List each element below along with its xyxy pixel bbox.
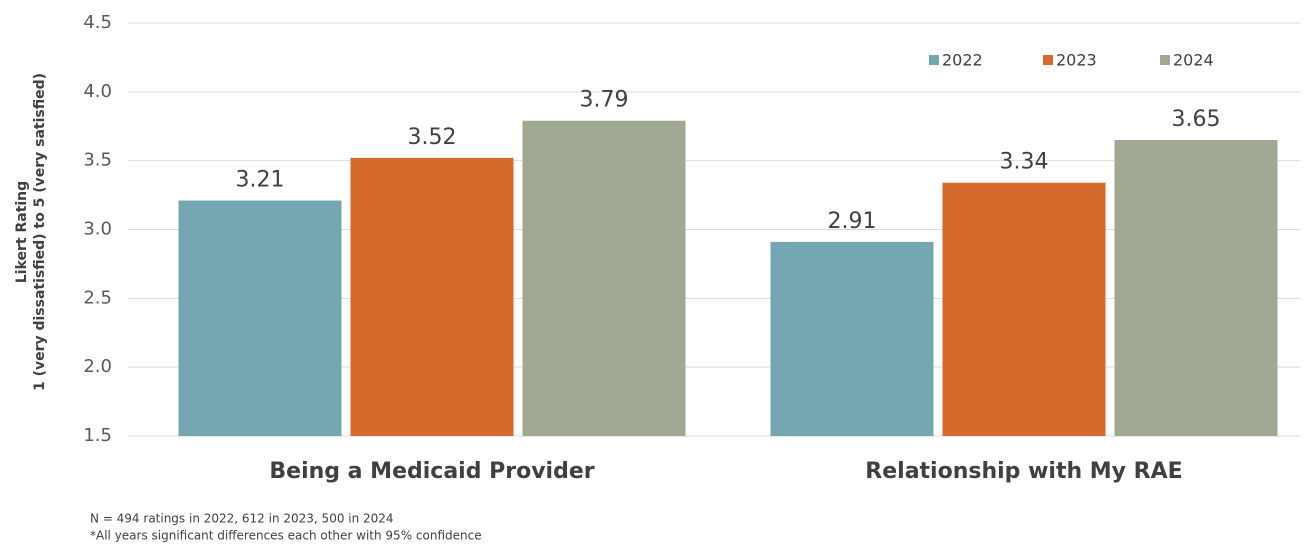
y-axis-label-line: 1 (very dissatisfied) to 5 (very satisfi…: [32, 73, 48, 391]
data-label: 3.65: [1172, 107, 1221, 132]
y-tick-label: 3.0: [83, 219, 112, 240]
legend-label: 2022: [942, 51, 983, 70]
y-axis-label-line: Likert Rating: [14, 181, 30, 283]
bar: [942, 182, 1106, 436]
legend-label: 2024: [1173, 51, 1214, 70]
footnote: N = 494 ratings in 2022, 612 in 2023, 50…: [90, 512, 394, 526]
y-tick-label: 4.0: [83, 81, 112, 102]
legend-swatch: [1160, 55, 1170, 65]
data-label: 3.79: [580, 88, 629, 113]
bar: [522, 120, 686, 436]
y-axis-label: Likert Rating 1 (very dissatisfied) to 5…: [14, 73, 48, 391]
data-label: 3.52: [408, 125, 457, 150]
data-label: 3.34: [1000, 150, 1049, 175]
y-tick-label: 4.5: [83, 12, 112, 33]
y-tick-label: 1.5: [83, 425, 112, 446]
x-tick-label: Being a Medicaid Provider: [269, 459, 594, 484]
legend-swatch: [1043, 55, 1053, 65]
legend-label: 2023: [1056, 51, 1097, 70]
y-tick-label: 3.5: [83, 150, 112, 171]
y-tick-label: 2.5: [83, 287, 112, 308]
legend-swatch: [929, 55, 939, 65]
y-tick-label: 2.0: [83, 356, 112, 377]
data-label: 2.91: [828, 209, 877, 234]
x-tick-label: Relationship with My RAE: [865, 459, 1182, 484]
bar: [770, 241, 934, 436]
bar: [350, 157, 514, 436]
data-label: 3.21: [236, 168, 285, 193]
bar: [178, 200, 342, 436]
footnote: *All years significant differences each …: [90, 529, 482, 543]
bar: [1114, 140, 1278, 436]
